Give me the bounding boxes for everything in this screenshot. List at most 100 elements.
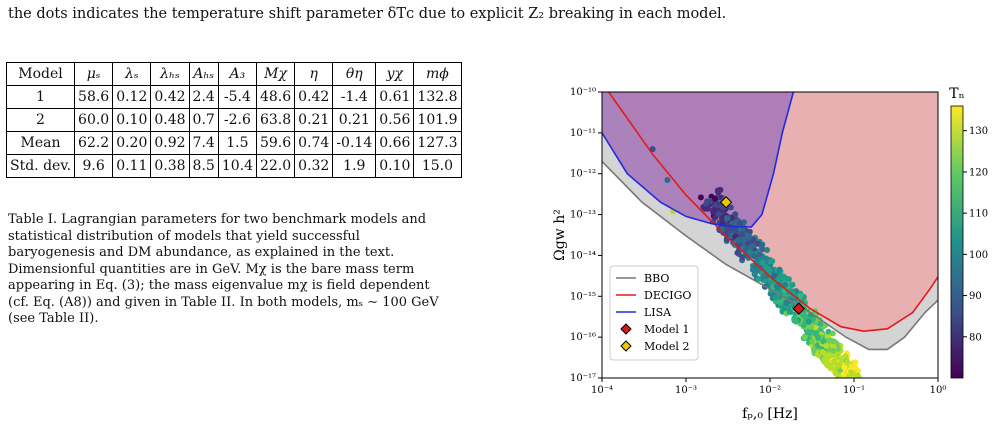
model-point (774, 283, 781, 290)
lisa-curve (602, 92, 795, 228)
sensitivity-regions (602, 92, 938, 350)
model-point (749, 243, 756, 249)
colorbar-tick-label: 80 (969, 332, 982, 343)
x-tick-label: 10⁻¹ (843, 385, 865, 396)
table-header-cell: Mχ (255, 62, 296, 86)
table-cell: 60.0 (74, 108, 114, 132)
model-point (819, 349, 826, 355)
y-tick-label: 10⁻¹² (570, 169, 596, 180)
model-point (737, 220, 744, 227)
table-cell: 0.20 (112, 131, 152, 155)
model-point (783, 299, 790, 306)
table-cell: 22.0 (255, 154, 296, 178)
legend-label: Model 1 (644, 323, 689, 336)
model-point (848, 369, 855, 376)
table-cell: 0.32 (294, 154, 334, 178)
table-cell: 59.6 (255, 131, 296, 155)
benchmark-marker (792, 302, 805, 315)
x-axis-ticks: 10⁻⁴ 10⁻³ 10⁻² 10⁻¹ 10⁰ (591, 378, 946, 396)
table-cell: -0.14 (332, 131, 377, 155)
legend-label: BBO (644, 272, 669, 285)
model-point (821, 356, 828, 363)
model-point (772, 294, 779, 301)
table-header-cell: μₛ (74, 62, 114, 86)
model-point (735, 237, 742, 243)
model-point (782, 281, 789, 288)
model-point (728, 233, 735, 240)
table-cell: -2.6 (217, 108, 257, 132)
model-point (817, 321, 824, 327)
colorbar-tick-label: 120 (969, 167, 988, 178)
model-point (836, 361, 843, 368)
y-tick-label: 10⁻¹⁷ (570, 373, 596, 384)
table-cell: 2.4 (188, 85, 219, 109)
table-cell: 0.10 (375, 154, 415, 178)
model-point (814, 342, 821, 349)
table-cell: 0.11 (112, 154, 152, 178)
gw-spectrum-chart: 10⁻⁴ 10⁻³ 10⁻² 10⁻¹ 10⁰ 10⁻¹⁰ 10⁻¹¹ 10⁻¹² 10⁻¹³… (552, 86, 988, 422)
model-point (717, 186, 724, 193)
benchmark-markers (719, 196, 805, 315)
table-cell: -1.4 (332, 85, 377, 109)
model-point (705, 205, 711, 212)
model-point (756, 251, 763, 258)
model-point (739, 226, 746, 233)
table-cell: 1 (5, 85, 76, 109)
table-cell: 0.66 (375, 131, 415, 155)
table-body: 1 58.6 0.12 0.42 2.4 -5.4 48.6 0.42 -1.4 0.61 132.… (5, 85, 462, 178)
table-header-cell: η (294, 62, 334, 86)
table-caption: Table I. Lagrangian parameters for two b… (8, 212, 439, 326)
model-point (697, 194, 704, 201)
table-cell: 2 (5, 108, 76, 132)
model-point (848, 377, 852, 378)
model-point (746, 233, 753, 240)
model-point (727, 204, 734, 211)
colorbar-tick-label: 90 (969, 291, 982, 302)
model-point (777, 299, 784, 306)
model-point (797, 292, 804, 299)
model-point (771, 272, 777, 279)
model-point (838, 356, 845, 363)
table-header-cell: λₕₛ (150, 62, 190, 86)
model-point (815, 334, 822, 341)
model-point (732, 228, 739, 234)
model-point (649, 146, 656, 153)
colorbar (950, 105, 964, 379)
table-row: Mean 62.2 0.20 0.92 7.4 1.5 59.6 0.74 -0.14 0.66 1… (5, 131, 462, 155)
model-point (808, 328, 815, 335)
table-cell: 15.0 (413, 154, 462, 178)
sensitivity-curves (602, 92, 938, 351)
model-point (841, 364, 848, 371)
model-point (723, 215, 730, 222)
model-point (785, 276, 792, 283)
model-point (832, 370, 839, 377)
table-cell: 7.4 (188, 131, 219, 155)
y-tick-label: 10⁻¹¹ (570, 128, 596, 139)
model-point (820, 338, 827, 345)
table-header-cell: Model (5, 62, 76, 86)
model-point (776, 266, 783, 273)
y-tick-label: 10⁻¹⁴ (570, 250, 596, 261)
table-cell: 0.21 (332, 108, 377, 132)
colorbar-ticks: 80 90 100 110 120 130 (963, 126, 988, 343)
x-tick-label: 10⁻⁴ (591, 385, 613, 396)
model-point (857, 376, 863, 378)
table-cell: 0.56 (375, 108, 415, 132)
table-header-cell: yχ (375, 62, 415, 86)
y-axis-label: Ωgw h² (552, 209, 568, 261)
chart-legend: BBO DECIGO LISA Model 1 Model 2 (609, 265, 699, 361)
colorbar-tick-label: 100 (969, 250, 988, 261)
table-cell: 1.9 (332, 154, 377, 178)
table-cell: 132.8 (413, 85, 462, 109)
table-cell: 58.6 (74, 85, 114, 109)
model-point (747, 249, 754, 255)
x-tick-label: 10⁻² (759, 385, 781, 396)
table-cell: 0.74 (294, 131, 334, 155)
colorbar-tick-label: 130 (969, 126, 988, 137)
model-point (664, 177, 671, 183)
model-point (793, 318, 800, 325)
model-point (732, 211, 739, 218)
model-point (805, 318, 812, 325)
table-header-cell: θη (332, 62, 377, 86)
table-cell: 0.7 (188, 108, 219, 132)
